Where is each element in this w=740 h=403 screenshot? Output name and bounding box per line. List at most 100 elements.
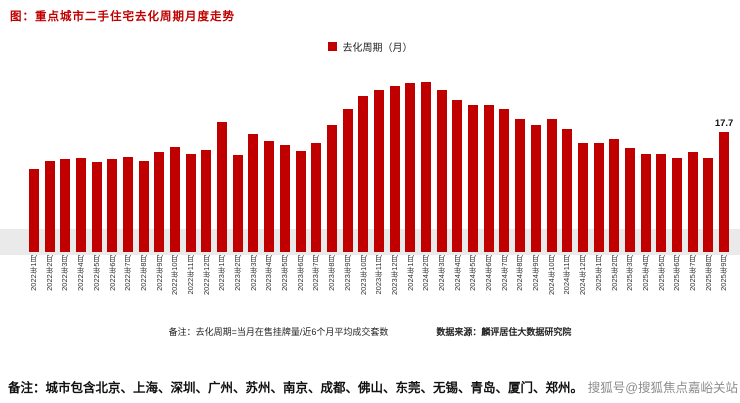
bar: [44, 160, 55, 252]
x-axis-label: 2025年5月: [657, 255, 666, 291]
bar-wrap: [575, 72, 591, 252]
x-axis-label: 2025年4月: [641, 255, 650, 291]
chart-column: 2024年8月: [512, 72, 528, 315]
bar-wrap: [42, 72, 58, 252]
chart-column: 2025年7月: [685, 72, 701, 315]
bar: [687, 152, 698, 252]
bar-chart: 2022年1月 2022年2月 2022年3月 2022年4月 2022年5月 2022年…: [0, 72, 740, 315]
x-axis-label: 2022年2月: [45, 255, 54, 291]
x-axis-label: 2023年12月: [390, 255, 399, 296]
bar: [154, 152, 165, 252]
bar-wrap: [104, 72, 120, 252]
chart-column: 2022年6月: [104, 72, 120, 315]
chart-column: 2022年4月: [73, 72, 89, 315]
bar: [405, 83, 416, 252]
x-axis-label: 2022年8月: [139, 255, 148, 291]
chart-column: 2025年5月: [654, 72, 670, 315]
x-axis-label: 2023年5月: [281, 255, 289, 291]
bar: [593, 142, 604, 252]
bar: [122, 156, 133, 252]
bar-wrap: [355, 72, 371, 252]
bar: [217, 121, 228, 252]
x-axis-label: 2022年3月: [61, 255, 69, 291]
chart-column: 2025年2月: [606, 72, 622, 315]
x-axis-label: 2023年10月: [359, 255, 368, 296]
x-axis-label: 2025年8月: [704, 255, 713, 291]
chart-column: 2025年3月: [622, 72, 638, 315]
x-axis-label: 2024年3月: [437, 255, 446, 291]
chart-column: 2023年4月: [261, 72, 277, 315]
bottom-note: 备注：城市包含北京、上海、深圳、广州、苏州、南京、成都、佛山、东莞、无锡、青岛、…: [8, 381, 584, 395]
x-axis-label: 2022年11月: [186, 255, 195, 295]
bar-wrap: [261, 72, 277, 252]
bar: [201, 149, 212, 252]
chart-column: 2024年2月: [418, 72, 434, 315]
x-axis-label: 2023年1月: [218, 255, 226, 291]
chart-column: 2022年12月: [199, 72, 215, 315]
bar: [483, 105, 494, 252]
bar-wrap: [57, 72, 73, 252]
bar: [672, 157, 683, 252]
x-axis-label: 2025年1月: [594, 255, 603, 291]
bar-wrap: [324, 72, 340, 252]
bar: [656, 153, 667, 252]
x-axis-label: 2025年6月: [673, 255, 681, 291]
bar-wrap: [73, 72, 89, 252]
bar-wrap: [622, 72, 638, 252]
x-axis-label: 2022年1月: [30, 255, 38, 291]
bar: [421, 81, 432, 252]
bar-wrap: [591, 72, 607, 252]
bar-wrap: [387, 72, 403, 252]
chart-column: 2024年6月: [481, 72, 497, 315]
legend-swatch-icon: [327, 42, 337, 51]
bar-wrap: [293, 72, 309, 252]
x-axis-label: 2022年12月: [202, 255, 211, 296]
bar-wrap: [340, 72, 356, 252]
x-axis-label: 2024年7月: [500, 255, 509, 291]
bar-wrap: [246, 72, 262, 252]
x-axis-label: 2025年9月: [720, 255, 728, 291]
chart-column: 2024年10月: [544, 72, 560, 315]
x-axis-label: 2023年2月: [234, 255, 242, 291]
bar: [358, 95, 369, 252]
bar-wrap: [512, 72, 528, 252]
bar-wrap: [136, 72, 152, 252]
chart-column: 2023年5月: [277, 72, 293, 315]
watermark: 搜狐号@搜狐焦点嘉峪关站: [587, 377, 738, 396]
bar: [452, 99, 463, 252]
bar: [185, 153, 196, 252]
bar-wrap: [544, 72, 560, 252]
bar-wrap: [371, 72, 387, 252]
footnote-definition: 备注：去化周期=当月在售挂牌量/近6个月平均成交套数: [168, 327, 389, 337]
chart-column: 2023年8月: [324, 72, 340, 315]
bar-wrap: 17.7: [715, 72, 733, 252]
bar: [138, 160, 149, 252]
x-axis-label: 2023年6月: [296, 255, 305, 291]
bar-wrap: [497, 72, 513, 252]
x-axis-label: 2023年11月: [375, 255, 383, 295]
chart-column: 17.7 2025年9月: [715, 72, 734, 315]
chart-column: 2024年12月: [575, 72, 591, 315]
bar: [468, 105, 479, 252]
x-axis-label: 2023年7月: [312, 255, 320, 291]
chart-column: 2024年7月: [497, 72, 513, 315]
bar-wrap: [183, 72, 199, 252]
chart-column: 2023年11月: [371, 72, 387, 315]
bar-wrap: [606, 72, 622, 252]
bar: [719, 131, 730, 252]
chart-column: 2022年1月: [26, 72, 42, 315]
bar-wrap: [559, 72, 575, 252]
bar: [264, 141, 275, 252]
bar-wrap: [685, 72, 701, 252]
chart-column: 2023年7月: [308, 72, 324, 315]
bar: [311, 142, 322, 252]
x-axis-label: 2022年4月: [77, 255, 85, 291]
bar-wrap: [120, 72, 136, 252]
bar: [28, 168, 39, 252]
bottom-note-row: 备注：城市包含北京、上海、深圳、广州、苏州、南京、成都、佛山、东莞、无锡、青岛、…: [8, 377, 740, 396]
bar-wrap: [89, 72, 105, 252]
chart-column: 2022年5月: [89, 72, 105, 315]
chart-column: 2024年1月: [403, 72, 419, 315]
x-axis-label: 2022年5月: [92, 255, 101, 291]
